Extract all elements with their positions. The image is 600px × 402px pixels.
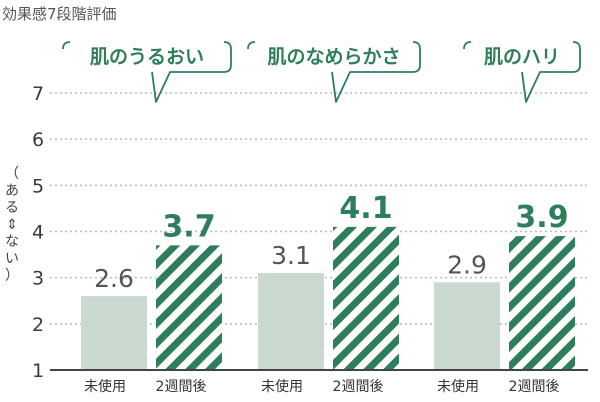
y-axis-label-char: る [5, 200, 19, 216]
callout-bubble [247, 41, 421, 103]
y-axis-label-char: あ [5, 183, 19, 199]
y-tick-label: 3 [32, 268, 44, 290]
y-tick-label: 4 [32, 222, 44, 244]
data-label: 4.1 [339, 191, 392, 226]
bar-before [81, 296, 147, 370]
y-axis-label: （ある⇕ない） [5, 166, 19, 284]
y-tick-label: 1 [32, 360, 44, 382]
y-axis-label-char: な [5, 234, 19, 250]
y-tick-label: 2 [32, 314, 44, 336]
group-label: 肌のうるおい [90, 46, 204, 68]
data-label: 3.9 [515, 200, 568, 235]
bars [81, 226, 575, 370]
callout-bubble [62, 41, 232, 103]
category-labels: 未使用 2週間後 未使用 2週間後 未使用 2週間後 [84, 378, 559, 395]
bar-after [156, 245, 222, 370]
value-labels: 2.6 3.7 3.1 4.1 2.9 3.9 [94, 191, 568, 293]
y-tick-label: 6 [32, 129, 44, 151]
data-label: 2.6 [94, 264, 134, 293]
x-tick-label: 2週間後 [333, 379, 384, 395]
x-tick-label: 未使用 [437, 378, 479, 395]
y-tick-label: 7 [32, 83, 44, 105]
y-axis-label-char: ） [5, 268, 19, 284]
group-callouts: 肌のうるおい 肌のなめらかさ 肌のハリ [62, 41, 581, 103]
callout-bubble [463, 41, 581, 103]
x-tick-label: 未使用 [84, 378, 126, 395]
data-label: 3.1 [271, 241, 311, 270]
y-axis-label-char: い [5, 251, 19, 267]
bar-after [333, 226, 399, 370]
bar-before [258, 273, 324, 370]
bar-before [434, 282, 500, 370]
y-axis-label-char: （ [5, 166, 19, 182]
y-tick-labels: 1 2 3 4 5 6 7 [32, 83, 44, 382]
group-label: 肌のハリ [484, 46, 560, 68]
x-tick-label: 未使用 [261, 378, 303, 395]
y-tick-label: 5 [32, 175, 44, 197]
chart-title: 効果感7段階評価 [2, 5, 117, 23]
y-axis-label-char: ⇕ [6, 217, 18, 233]
group-label: 肌のなめらかさ [267, 46, 400, 68]
data-label: 3.7 [162, 209, 215, 244]
x-tick-label: 2週間後 [156, 379, 207, 395]
bar-after [509, 236, 575, 370]
data-label: 2.9 [447, 250, 487, 279]
x-tick-label: 2週間後 [509, 379, 560, 395]
